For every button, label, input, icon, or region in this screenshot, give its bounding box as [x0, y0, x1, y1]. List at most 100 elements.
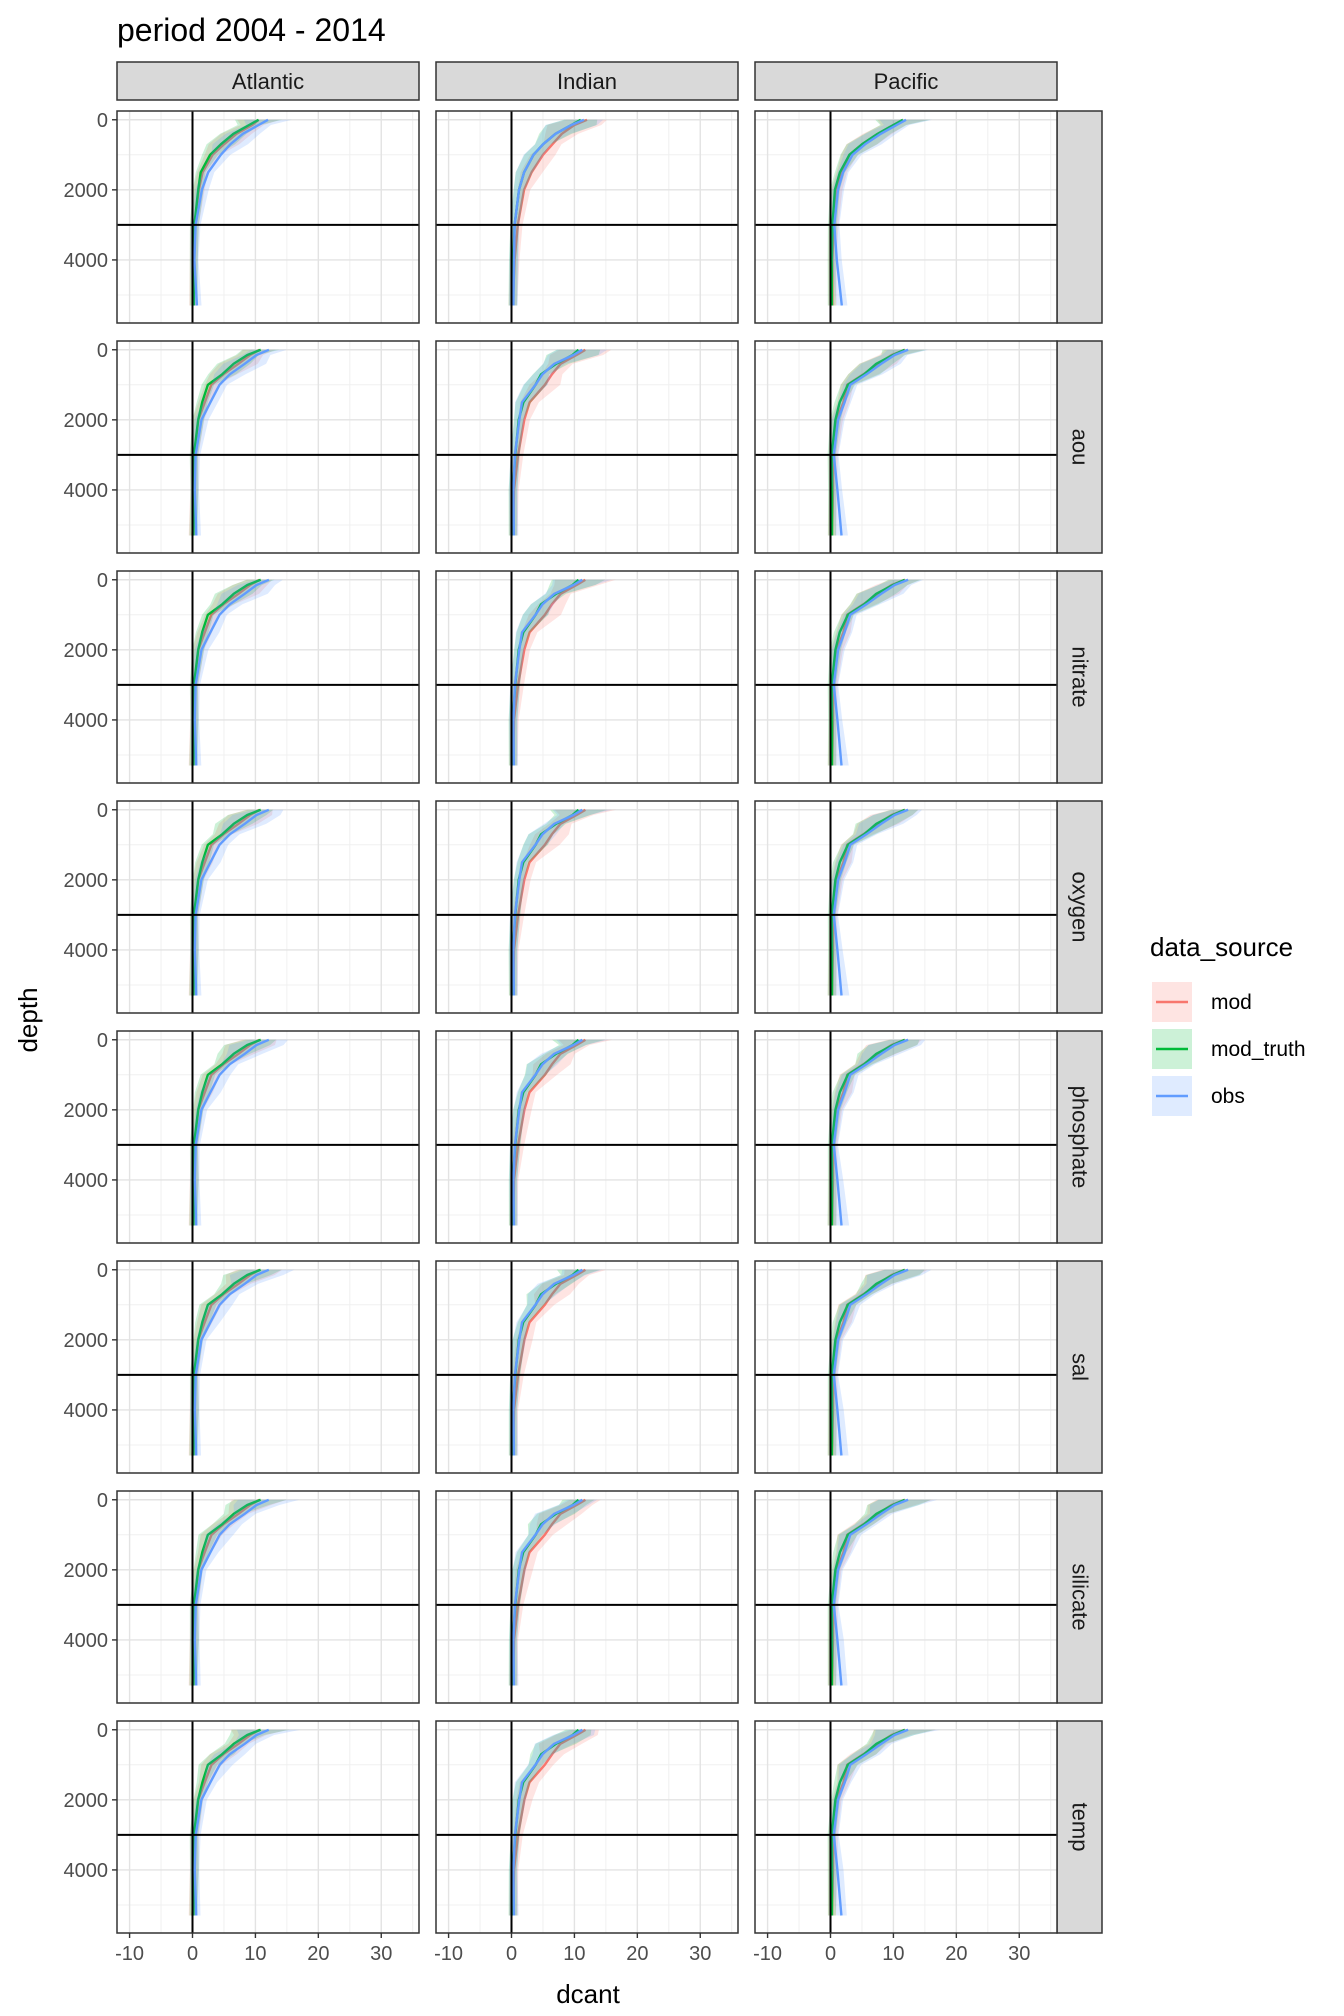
- mod-ribbon: [188, 1269, 283, 1456]
- obs-line: [512, 1498, 583, 1686]
- x-axis-title: dcant: [556, 1979, 620, 2009]
- y-tick-label: 4000: [64, 1400, 109, 1422]
- legend-title: data_source: [1150, 932, 1293, 962]
- panel-background: [117, 1261, 419, 1473]
- row-strip-label: aou: [1068, 429, 1093, 466]
- panel-background: [436, 801, 738, 1013]
- facet-panel: 0 2000 4000: [64, 110, 420, 324]
- obs-line: [193, 118, 269, 306]
- mod_truth-ribbon: [508, 1269, 600, 1456]
- mod-line: [512, 808, 587, 996]
- panel-border: [754, 570, 1058, 784]
- facet-panel: 0 2000 4000: [64, 570, 420, 784]
- mod_truth-ribbon: [508, 119, 598, 306]
- panel-border: [435, 1720, 739, 1934]
- legend-label-obs: obs: [1211, 1085, 1245, 1108]
- obs-ribbon: [829, 809, 923, 996]
- facet-panel: 0 2000 4000: [64, 800, 420, 1014]
- row-strip: [1056, 340, 1103, 554]
- x-tick-label: 30: [1008, 1943, 1030, 1965]
- y-tick-label: 0: [97, 110, 108, 132]
- panel-background: [117, 801, 419, 1013]
- row-strip: [1056, 1260, 1103, 1474]
- facet-panel: 0 2000 4000: [64, 1490, 420, 1704]
- mod-ribbon: [188, 579, 273, 766]
- x-tick-label: 10: [244, 1943, 266, 1965]
- obs-line: [832, 348, 909, 536]
- y-tick-label: 4000: [64, 1170, 109, 1192]
- y-tick-label: 0: [97, 340, 108, 362]
- mod_truth-ribbon: [508, 1499, 595, 1686]
- obs-line: [193, 348, 270, 536]
- facet-panel: [435, 800, 739, 1014]
- facet-panel: [435, 340, 739, 554]
- row-strip-label: oxygen: [1068, 872, 1093, 943]
- x-tick-label: 10: [563, 1943, 585, 1965]
- panel-border: [754, 1490, 1058, 1704]
- mod_truth-ribbon: [508, 809, 608, 996]
- mod_truth-line: [830, 348, 906, 536]
- y-tick-label: 2000: [64, 1560, 109, 1582]
- facet-panel: [754, 1490, 1058, 1704]
- facet-panel: -10 0 10 20 30: [753, 1720, 1058, 1965]
- mod_truth-line: [830, 1268, 906, 1456]
- y-tick-label: 4000: [64, 480, 109, 502]
- x-tick-label: 0: [187, 1943, 198, 1965]
- x-tick-label: 30: [689, 1943, 711, 1965]
- facet-panel: [754, 800, 1058, 1014]
- mod_truth-ribbon: [508, 579, 606, 766]
- panel-border: [435, 1030, 739, 1244]
- panel-background: [117, 1721, 419, 1933]
- facet-panel: 0 2000 4000 -10 0 10 20 30: [64, 1720, 420, 1965]
- mod_truth-ribbon: [508, 1729, 592, 1916]
- legend-label-mod: mod: [1211, 991, 1252, 1014]
- panel-border: [435, 570, 739, 784]
- obs-line: [512, 348, 583, 536]
- panel-border: [754, 1720, 1058, 1934]
- y-tick-label: 0: [97, 1030, 108, 1052]
- x-tick-label: 0: [506, 1943, 517, 1965]
- panel-background: [117, 1031, 419, 1243]
- mod-line: [512, 1728, 587, 1916]
- legend-label-mod_truth: mod_truth: [1211, 1038, 1306, 1061]
- panel-background: [436, 1491, 738, 1703]
- panel-background: [436, 1261, 738, 1473]
- mod-ribbon: [827, 1269, 928, 1456]
- mod_truth-ribbon: [508, 349, 601, 536]
- x-tick-label: 20: [945, 1943, 967, 1965]
- facet-panel: 0 2000 4000: [64, 340, 420, 554]
- panel-border: [116, 1490, 420, 1704]
- mod-ribbon: [188, 809, 273, 996]
- x-tick-label: 0: [825, 1943, 836, 1965]
- mod-line: [512, 1268, 587, 1456]
- obs-line: [832, 808, 909, 996]
- panel-background: [117, 571, 419, 783]
- x-tick-label: -10: [753, 1943, 782, 1965]
- column-strip-label: Pacific: [874, 69, 939, 94]
- row-strip-label: temp: [1068, 1803, 1093, 1852]
- facet-panel: [754, 1260, 1058, 1474]
- y-tick-label: 0: [97, 570, 108, 592]
- obs-ribbon: [190, 1729, 301, 1916]
- x-tick-label: 20: [307, 1943, 329, 1965]
- obs-ribbon: [509, 119, 604, 306]
- mod-ribbon: [509, 1499, 601, 1686]
- y-tick-label: 4000: [64, 940, 109, 962]
- y-tick-label: 4000: [64, 1630, 109, 1652]
- mod_truth-line: [830, 808, 906, 996]
- mod_truth-line: [830, 1728, 906, 1916]
- facet-panel: [754, 110, 1058, 324]
- y-tick-label: 4000: [64, 1860, 109, 1882]
- mod_truth-ribbon: [508, 1039, 605, 1226]
- panel-border: [754, 1260, 1058, 1474]
- panel-background: [755, 801, 1057, 1013]
- mod_truth-line: [830, 1498, 906, 1686]
- y-axis-title: depth: [13, 987, 43, 1052]
- obs-ribbon: [509, 1729, 596, 1916]
- mod-line: [512, 1498, 587, 1686]
- y-tick-label: 2000: [64, 870, 109, 892]
- column-strip-label: Indian: [557, 69, 617, 94]
- column-strip: [754, 61, 1058, 101]
- row-strip: [1056, 570, 1103, 784]
- y-tick-label: 4000: [64, 710, 109, 732]
